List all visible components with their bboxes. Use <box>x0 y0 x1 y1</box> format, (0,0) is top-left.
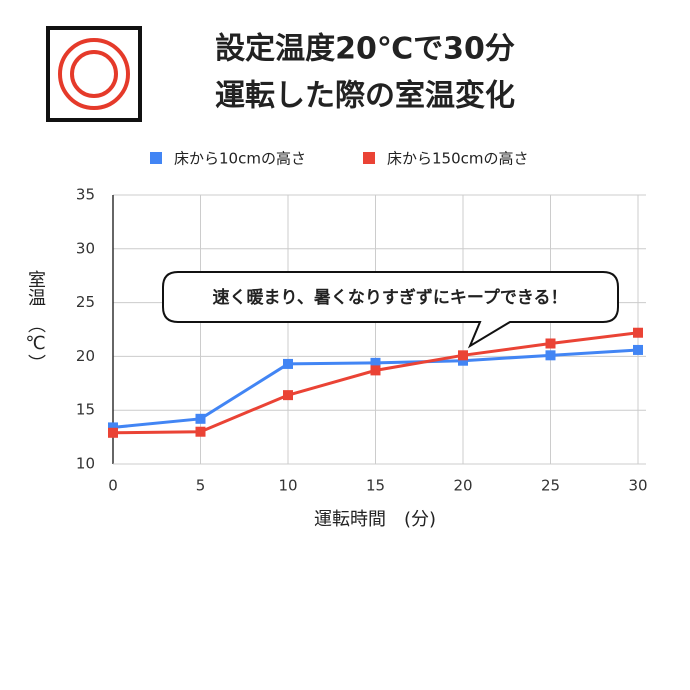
x-tick-label: 10 <box>278 477 297 495</box>
y-tick-label: 25 <box>76 293 95 311</box>
point-marker <box>283 358 293 369</box>
x-tick-label: 5 <box>196 477 206 495</box>
point-marker <box>108 427 118 438</box>
point-marker <box>633 344 643 355</box>
plot-area: 10 15 20 25 30 35 0 5 10 15 20 25 30 <box>76 186 648 495</box>
x-tick-label: 15 <box>366 477 385 495</box>
point-marker <box>545 350 556 361</box>
y-tick-label: 10 <box>76 455 95 473</box>
legend-label: 床から10cmの高さ <box>174 150 306 168</box>
legend-label: 床から150cmの高さ <box>387 150 529 168</box>
icon-inner-ring <box>70 50 118 98</box>
annotation: 速く暖まり、暑くなりすぎずにキープできる！ <box>213 287 568 308</box>
y-tick-label: 20 <box>76 347 95 365</box>
point-marker <box>458 350 468 361</box>
point-marker <box>458 355 468 366</box>
callout-bubble <box>162 271 619 349</box>
y-tick-label: 15 <box>76 401 95 419</box>
point-marker <box>283 390 293 401</box>
x-tick-label: 30 <box>628 477 647 495</box>
point-marker <box>195 426 206 437</box>
point-marker <box>370 365 381 376</box>
x-tick-label: 20 <box>453 477 472 495</box>
chart-title: 設定温度20℃で30分 <box>215 32 515 67</box>
x-axis-label: 運転時間 (分) <box>314 509 436 530</box>
point-marker <box>108 422 118 433</box>
y-axis-label: 室温 （℃） <box>25 270 46 372</box>
x-tick-label: 0 <box>108 477 118 495</box>
point-marker <box>195 413 206 424</box>
legend-swatch <box>150 152 162 164</box>
x-tick-label: 25 <box>541 477 560 495</box>
icon-frame <box>46 26 142 122</box>
y-tick-label: 35 <box>76 186 95 204</box>
point-marker <box>545 338 556 349</box>
point-marker <box>370 357 381 368</box>
legend-swatch <box>363 152 375 164</box>
y-tick-label: 30 <box>76 239 95 257</box>
point-marker <box>633 327 643 338</box>
icon-outer-ring <box>58 38 130 110</box>
chart-title: 運転した際の室温変化 <box>215 79 515 114</box>
